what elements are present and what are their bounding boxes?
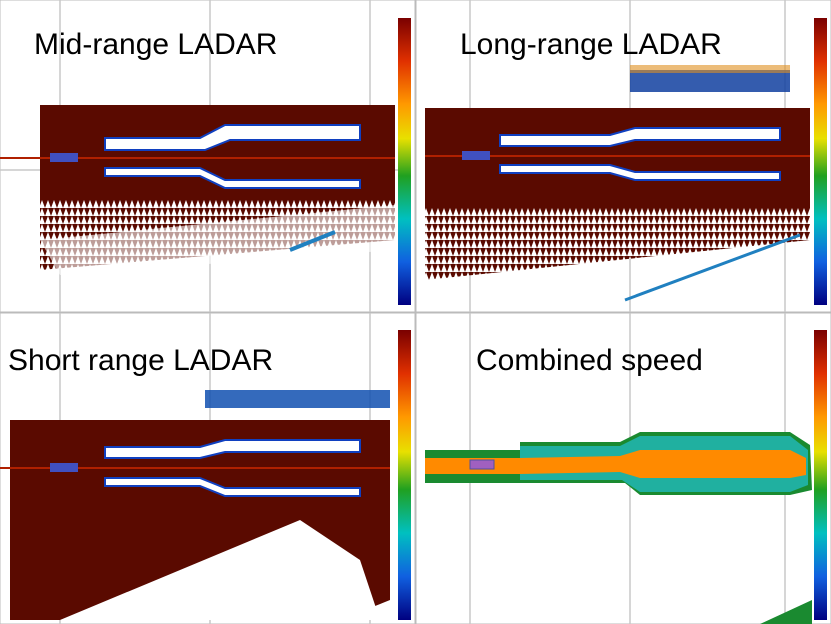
panel-label: Short range LADAR xyxy=(8,344,273,377)
panel-mid-range: Mid-range LADAR xyxy=(0,0,416,313)
panel-label: Long-range LADAR xyxy=(460,28,722,61)
panel-label: Combined speed xyxy=(476,344,703,377)
panel-short-range: Short range LADAR xyxy=(0,312,416,624)
panel-label: Mid-range LADAR xyxy=(34,28,277,61)
panel-combined-speed: Combined speed xyxy=(415,312,831,624)
panel-long-range: Long-range LADAR xyxy=(415,0,831,313)
